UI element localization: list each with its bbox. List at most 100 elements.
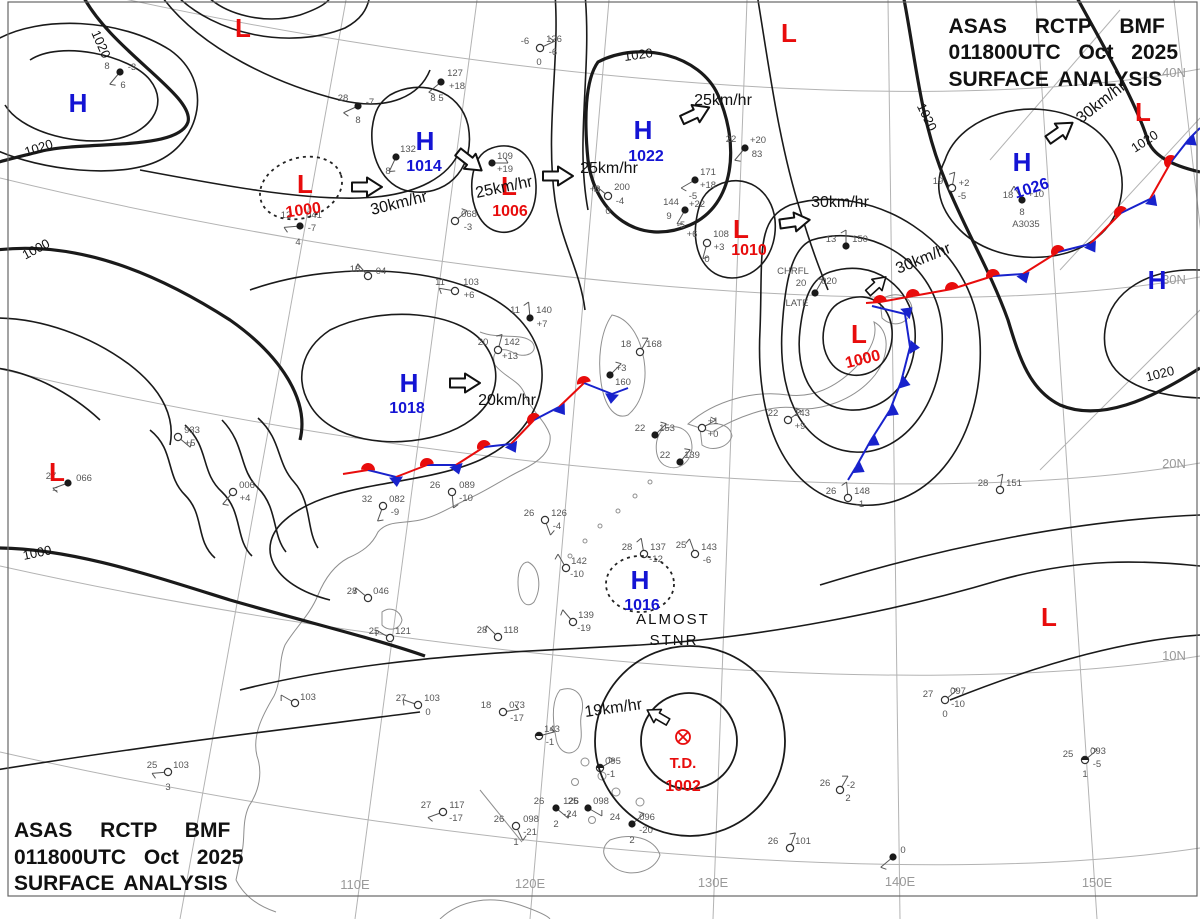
station-plot: 0 xyxy=(880,845,906,870)
station-value: -10 xyxy=(459,493,473,504)
station-value: 041 xyxy=(306,210,322,221)
station-value: -5 xyxy=(1093,759,1101,770)
station-plot: 933+5 xyxy=(173,425,200,449)
station-value: 0 xyxy=(900,845,905,856)
station-value: A3035 xyxy=(1012,219,1039,230)
station-value: 19 xyxy=(933,176,944,187)
cold-front-symbol xyxy=(909,340,920,354)
station-value: 143 xyxy=(701,542,717,553)
station-value: -1 xyxy=(607,769,615,780)
center-letter: H xyxy=(400,368,419,398)
station-symbol xyxy=(437,78,445,86)
station-symbol xyxy=(584,804,592,812)
coast-taiwan xyxy=(517,561,540,606)
station-value: 20 xyxy=(796,278,807,289)
station-value: 142 xyxy=(504,337,520,348)
high-center: H xyxy=(69,88,88,118)
high-center: H 1016 xyxy=(605,555,675,614)
isobar-label: 1020 xyxy=(23,136,55,159)
station-value: LATE xyxy=(785,298,808,309)
coast-kyushu xyxy=(655,426,693,469)
station-value: 168 xyxy=(646,339,662,350)
station-value: 066 xyxy=(76,473,92,484)
cold-front-symbol xyxy=(1145,194,1158,207)
warm-front-symbol xyxy=(872,294,887,304)
warm-front-symbol xyxy=(986,269,1000,278)
station-value: 126 xyxy=(551,508,567,519)
station-value: +6 xyxy=(687,229,698,240)
station-symbol xyxy=(568,617,578,627)
title-block-bottom-left: ASAS RCTP BMF 011800UTC Oct 2025 SURFACE… xyxy=(14,818,243,897)
station-value: 143 xyxy=(794,408,810,419)
station-value: -6 xyxy=(703,555,711,566)
station-symbol xyxy=(163,767,173,777)
station-symbol xyxy=(811,289,819,297)
station-value: -5 xyxy=(958,191,966,202)
station-value: -4 xyxy=(616,196,624,207)
warm-front-symbol xyxy=(361,463,375,471)
station-value: = xyxy=(52,484,58,495)
station-value: -10 xyxy=(570,569,584,580)
station-symbol xyxy=(535,43,545,53)
station-value: -3 xyxy=(464,222,472,233)
station-value: 24 xyxy=(610,812,621,823)
station-value: 139 xyxy=(684,450,700,461)
high-center: H 1018 xyxy=(389,368,425,417)
station-symbol xyxy=(843,493,853,503)
station-value: +10 xyxy=(1028,189,1044,200)
station-symbol xyxy=(354,102,362,110)
station-symbol xyxy=(947,183,957,193)
station-value: 068 xyxy=(461,209,477,220)
station-value: 132 xyxy=(400,144,416,155)
station-value: -6 xyxy=(549,47,557,58)
valid-time: 011800UTC Oct 2025 xyxy=(14,845,244,869)
station-symbol xyxy=(889,853,897,861)
wind-speed-label: 25km/hr xyxy=(694,92,752,109)
station-value: 22 xyxy=(726,134,737,145)
station-value: -21 xyxy=(523,827,537,838)
station-value: +4 xyxy=(240,493,251,504)
center-letter: L xyxy=(851,319,867,349)
station-value: 117 xyxy=(449,800,464,811)
lat-label: 40N xyxy=(1162,65,1186,80)
wind-speed-label: 25km/hr xyxy=(580,160,638,177)
station-value: 27 xyxy=(421,800,432,811)
center-letter: L xyxy=(49,457,65,487)
center-letter: L xyxy=(1041,602,1057,632)
lon-label: 120E xyxy=(515,876,546,891)
warm-front-symbol xyxy=(1051,245,1065,255)
station-value: 28 xyxy=(477,625,488,636)
station-value: -2 xyxy=(847,780,855,791)
station-value: CHRFL xyxy=(777,266,809,277)
cold-front-symbol xyxy=(389,476,403,487)
station-value: 26 xyxy=(524,508,535,519)
station-value: 18 xyxy=(481,700,492,711)
center-letter: L xyxy=(1135,97,1151,127)
station-value: 22 xyxy=(635,423,646,434)
center-pressure-value: 1018 xyxy=(389,400,425,417)
station-value: 2 xyxy=(629,835,634,846)
movement-arrow-icon xyxy=(449,372,481,394)
isobar-1000-thick xyxy=(0,546,426,658)
station-value: 12 xyxy=(281,210,292,221)
station-plot: 18 168 xyxy=(621,337,662,357)
station-value: +1 xyxy=(708,416,719,427)
center-letter: L xyxy=(501,171,517,201)
station-value: 8 xyxy=(385,166,390,177)
station-value: 150 xyxy=(852,234,868,245)
lon-label: 130E xyxy=(698,875,729,890)
station-value: 18 xyxy=(1003,190,1014,201)
station-plot: 144 +22 -5 9 xyxy=(663,197,705,231)
station-symbol xyxy=(511,821,521,831)
station-value: 137 xyxy=(650,542,666,553)
station-symbol xyxy=(493,632,503,642)
lat-label: 30N xyxy=(1162,272,1186,287)
station-value: 26 xyxy=(430,480,441,491)
station-value: 073 xyxy=(509,700,525,711)
station-value: 109 xyxy=(497,151,513,162)
isobars xyxy=(0,0,1200,771)
station-plot: 27 117 -17 xyxy=(421,800,465,824)
td-isobar-ring xyxy=(640,692,738,790)
